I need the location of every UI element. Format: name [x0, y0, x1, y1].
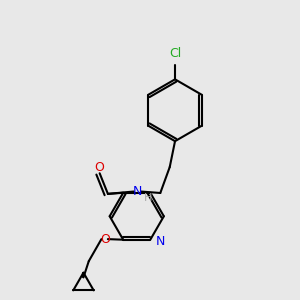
Text: O: O	[100, 232, 110, 246]
Text: N: N	[133, 185, 142, 198]
Text: N: N	[156, 235, 166, 248]
Text: Cl: Cl	[169, 47, 181, 60]
Text: H: H	[144, 193, 153, 203]
Text: O: O	[95, 161, 105, 174]
